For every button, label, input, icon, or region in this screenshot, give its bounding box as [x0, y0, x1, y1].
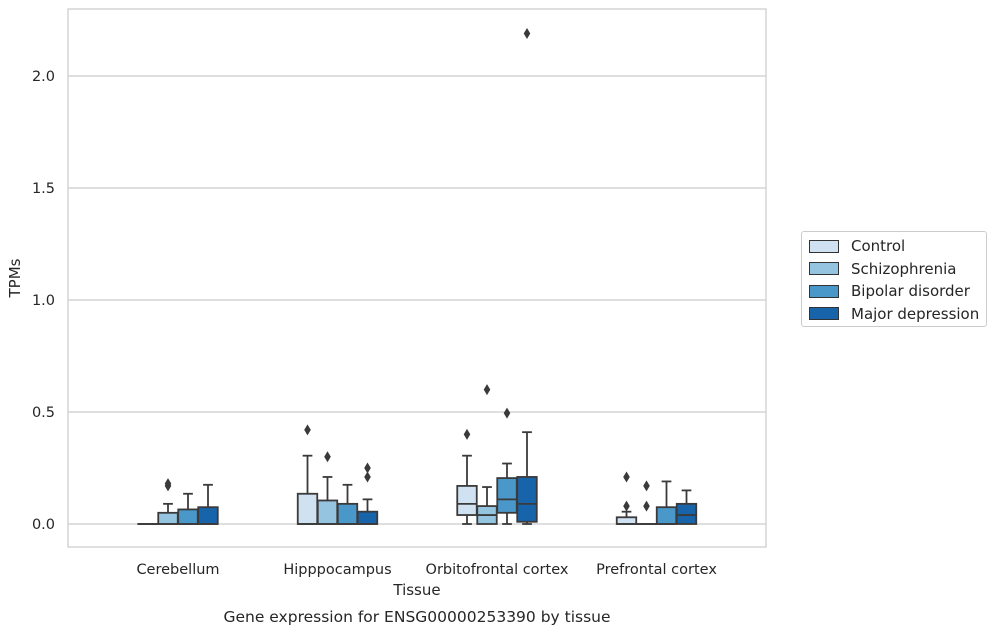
- y-axis-tick-labels: 0.0 0.5 1.0 1.5 2.0: [32, 69, 55, 533]
- x-tick-label: Orbitofrontal cortex: [426, 562, 569, 578]
- y-tick-label: 1.5: [32, 181, 55, 197]
- legend-item-bipolar-disorder: Bipolar disorder: [809, 280, 986, 303]
- outlier-point: [623, 500, 630, 512]
- outlier-point: [364, 462, 371, 474]
- legend-item-schizophrenia: Schizophrenia: [809, 258, 986, 281]
- x-tick-label: Cerebellum: [136, 562, 219, 578]
- series-major-depression: [197, 27, 698, 525]
- box-orbitofrontal-cortex-schizophrenia: [476, 384, 498, 525]
- box-prefrontal-cortex-major-depression: [675, 489, 698, 525]
- x-tick-label: Prefrontal cortex: [596, 562, 717, 578]
- legend-item-major-depression: Major depression: [809, 303, 986, 326]
- x-tick-label: Hipppocampus: [283, 562, 391, 578]
- legend-label-bipolar-disorder: Bipolar disorder: [851, 282, 970, 301]
- plot-area: [67, 8, 767, 548]
- outlier-point: [324, 451, 331, 463]
- box-iqr: [655, 506, 678, 525]
- outlier-point: [164, 478, 172, 490]
- y-tick-label: 0.5: [32, 405, 55, 421]
- box-orbitofrontal-cortex-major-depression: [516, 27, 538, 525]
- series-bipolar-disorder: [177, 407, 678, 525]
- box-iqr: [356, 510, 379, 525]
- box-hipppocampus-schizophrenia: [316, 451, 339, 525]
- box-cerebellum-major-depression: [197, 483, 219, 525]
- box-orbitofrontal-cortex-bipolar-disorder: [496, 407, 518, 525]
- series-schizophrenia: [157, 384, 658, 525]
- outlier-point: [364, 471, 371, 483]
- box-iqr: [615, 516, 638, 525]
- outlier-point: [503, 407, 511, 419]
- outlier-point: [304, 424, 311, 436]
- legend-label-control: Control: [851, 237, 906, 256]
- legend-swatch-schizophrenia: [809, 262, 839, 276]
- box-prefrontal-cortex-control: [615, 471, 638, 525]
- outlier-point: [523, 27, 531, 39]
- outlier-point: [643, 500, 650, 512]
- legend-item-control: Control: [809, 235, 986, 258]
- legend-label-major-depression: Major depression: [851, 304, 980, 323]
- y-tick-label: 1.0: [32, 293, 55, 309]
- box-iqr: [177, 508, 199, 525]
- outlier-point: [483, 384, 491, 396]
- box-orbitofrontal-cortex-control: [456, 428, 478, 525]
- legend-swatch-bipolar-disorder: [809, 284, 839, 298]
- box-hipppocampus-major-depression: [356, 462, 379, 525]
- legend-label-schizophrenia: Schizophrenia: [851, 259, 957, 278]
- legend-swatch-control: [809, 239, 839, 253]
- box-iqr: [456, 485, 478, 516]
- chart-caption: Gene expression for ENSG00000253390 by t…: [223, 608, 610, 626]
- box-iqr: [516, 476, 538, 523]
- outlier-point: [643, 480, 650, 492]
- box-series: [137, 27, 698, 525]
- box-iqr: [157, 511, 179, 525]
- box-iqr: [336, 502, 359, 525]
- y-tick-label: 0.0: [32, 517, 55, 533]
- y-tick-label: 2.0: [32, 69, 55, 85]
- box-iqr: [296, 492, 319, 525]
- legend: Control Schizophrenia Bipolar disorder M…: [801, 231, 987, 327]
- box-iqr: [197, 506, 219, 525]
- box-iqr: [316, 499, 339, 525]
- box-iqr: [675, 502, 698, 525]
- legend-swatch-major-depression: [809, 307, 839, 321]
- y-axis-label: TPMs: [6, 258, 24, 298]
- box-iqr: [496, 477, 518, 514]
- outlier-point: [463, 428, 471, 440]
- x-axis-tick-labels: Cerebellum Hipppocampus Orbitofrontal cort…: [136, 562, 717, 578]
- outlier-point: [623, 471, 630, 483]
- x-axis-label: Tissue: [392, 581, 440, 599]
